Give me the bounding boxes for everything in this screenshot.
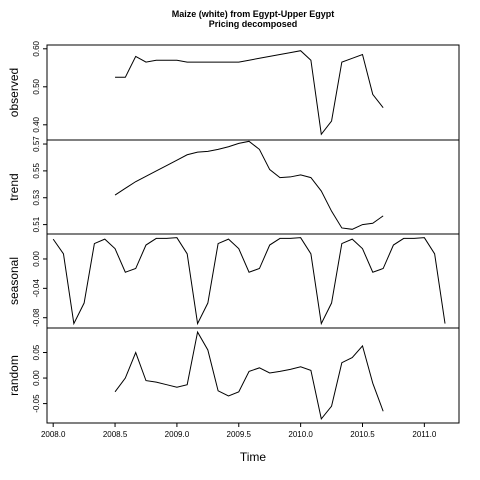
x-tick-label: 2009.5 — [227, 430, 252, 439]
x-tick-label: 2010.5 — [350, 430, 375, 439]
series-line-seasonal — [52, 237, 446, 326]
y-tick-label-trend: 0.51 — [32, 216, 41, 232]
x-tick-label: 2009.0 — [165, 430, 190, 439]
y-tick-label-random: 0.05 — [32, 344, 41, 360]
chart-subtitle: Pricing decomposed — [209, 19, 298, 29]
y-tick-label-trend: 0.53 — [32, 189, 41, 205]
x-tick-label: 2010.0 — [288, 430, 313, 439]
series-line-trend — [114, 140, 384, 230]
panel-label-trend: trend — [7, 173, 21, 200]
panel-trend: 0.51 0.53 0.55 0.57 trend — [7, 136, 460, 235]
y-tick-label-seasonal: -0.04 — [32, 279, 41, 298]
x-axis-title: Time — [240, 450, 267, 464]
x-tick-label: 2011.0 — [412, 430, 436, 439]
y-tick-label-seasonal: 0.00 — [32, 251, 41, 267]
y-tick-label-random: 0.00 — [32, 370, 41, 386]
y-tick-label-observed: 0.60 — [32, 40, 41, 56]
x-tick-label: 2008.5 — [103, 430, 128, 439]
panel-observed: 0.40 0.50 0.60 observed — [7, 40, 460, 141]
panel-frame-trend — [46, 139, 460, 235]
y-tick-label-observed: 0.50 — [32, 78, 41, 94]
y-tick-label-seasonal: -0.08 — [32, 308, 41, 327]
panel-frame-random — [46, 327, 460, 424]
panel-frame-seasonal — [46, 233, 460, 329]
panel-seasonal: -0.08 -0.04 0.00 seasonal — [7, 233, 460, 329]
chart-title: Maize (white) from Egypt-Upper Egypt — [172, 9, 335, 19]
panel-label-observed: observed — [7, 68, 21, 117]
y-tick-label-trend: 0.55 — [32, 163, 41, 179]
y-tick-label-observed: 0.40 — [32, 116, 41, 132]
panel-random: -0.05 0.00 0.05 random — [7, 327, 460, 424]
y-tick-label-trend: 0.57 — [32, 136, 41, 152]
panel-label-seasonal: seasonal — [7, 257, 21, 305]
y-tick-label-random: -0.05 — [32, 394, 41, 413]
x-tick-label: 2008.0 — [41, 430, 66, 439]
panel-label-random: random — [7, 355, 21, 396]
series-line-random — [114, 330, 384, 421]
series-line-observed — [115, 50, 384, 136]
